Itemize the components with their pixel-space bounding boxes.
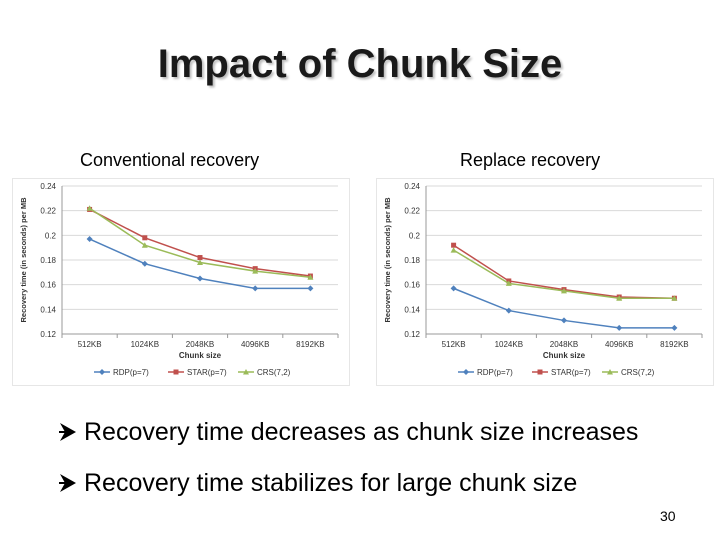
- legend-entry: STAR(p=7): [168, 368, 227, 377]
- y-tick-label: 0.12: [40, 330, 56, 339]
- data-point: [141, 242, 148, 248]
- data-point: [616, 295, 623, 301]
- y-tick-label: 0.24: [40, 182, 56, 191]
- data-point: [197, 259, 203, 265]
- bullet-item: Recovery time decreases as chunk size in…: [58, 418, 638, 447]
- y-axis-label: Recovery time (in seconds) per MB: [383, 197, 392, 323]
- legend-label: STAR(p=7): [551, 368, 591, 377]
- caption-conventional: Conventional recovery: [80, 150, 260, 170]
- series-rdp: [450, 285, 678, 331]
- x-tick-label: 2048KB: [186, 340, 214, 349]
- chart-svg-replace: 0.24 0.22 0.2 0.18 0.16 0.14 0.12 512KB 1024KB 20…: [376, 178, 714, 386]
- data-point: [607, 369, 613, 375]
- data-point: [173, 369, 179, 375]
- x-tick-label: 1024KB: [131, 340, 159, 349]
- y-tick-label: 0.14: [404, 305, 420, 314]
- y-tick-label: 0.18: [404, 256, 420, 265]
- y-tick-label: 0.22: [40, 207, 56, 216]
- legend-entry: CRS(7,2): [238, 368, 291, 377]
- data-point: [197, 255, 203, 261]
- bullet-text: Recovery time decreases as chunk size in…: [84, 418, 639, 446]
- x-tick-label: 1024KB: [495, 340, 523, 349]
- y-tick-label: 0.24: [404, 182, 420, 191]
- bullet-item: Recovery time stabilizes for large chunk…: [58, 469, 638, 498]
- chart-conventional-recovery: 0.24 0.22 0.2 0.18 0.16 0.14 0.12 512KB 1024KB 20…: [12, 178, 350, 386]
- data-point: [86, 236, 93, 243]
- data-point: [561, 317, 567, 324]
- data-point: [141, 260, 148, 267]
- data-point: [99, 369, 105, 375]
- slide-title: Impact of Chunk Size: [157, 42, 563, 86]
- data-point: [450, 247, 457, 253]
- data-point: [450, 285, 457, 292]
- data-point: [616, 324, 623, 331]
- caption-replace: Replace recovery: [460, 150, 601, 170]
- chart-replace-recovery: 0.24 0.22 0.2 0.18 0.16 0.14 0.12 512KB 1024KB 20…: [376, 178, 714, 386]
- legend-entry: RDP(p=7): [94, 368, 149, 377]
- x-tick-label: 4096KB: [241, 340, 269, 349]
- data-point: [463, 369, 469, 375]
- data-point: [505, 307, 512, 314]
- series-crs: [86, 205, 314, 280]
- data-point: [86, 205, 93, 211]
- bullet-list: Recovery time decreases as chunk size in…: [58, 418, 638, 520]
- legend-label: STAR(p=7): [187, 368, 227, 377]
- y-tick-label: 0.2: [45, 231, 57, 240]
- legend-label: RDP(p=7): [477, 368, 513, 377]
- data-point: [537, 369, 543, 375]
- data-point: [243, 369, 249, 375]
- data-point: [671, 295, 678, 301]
- chart-frame: [376, 178, 714, 386]
- chart-frame: [12, 178, 350, 386]
- legend-label: RDP(p=7): [113, 368, 149, 377]
- data-point: [252, 285, 259, 292]
- x-axis-label: Chunk size: [179, 351, 222, 360]
- data-point: [142, 235, 148, 241]
- x-tick-label: 512KB: [78, 340, 102, 349]
- data-point: [451, 242, 457, 248]
- y-axis-label: Recovery time (in seconds) per MB: [19, 197, 28, 323]
- y-tick-label: 0.14: [40, 305, 56, 314]
- x-tick-label: 8192KB: [660, 340, 688, 349]
- data-point: [307, 274, 314, 280]
- page-number: 30: [660, 508, 676, 524]
- x-tick-label: 2048KB: [550, 340, 578, 349]
- x-tick-label: 8192KB: [296, 340, 324, 349]
- data-point: [561, 287, 567, 294]
- y-tick-label: 0.16: [40, 281, 56, 290]
- data-point: [307, 285, 314, 292]
- series-crs: [450, 247, 678, 301]
- legend-entry: CRS(7,2): [602, 368, 655, 377]
- y-tick-label: 0.22: [404, 207, 420, 216]
- legend-entry: RDP(p=7): [458, 368, 513, 377]
- arrow-bullet-icon: [59, 474, 76, 492]
- series-rdp: [86, 236, 314, 292]
- bullet-text: Recovery time stabilizes for large chunk…: [84, 469, 578, 497]
- x-tick-label: 4096KB: [605, 340, 633, 349]
- arrow-bullet-icon: [59, 423, 76, 441]
- data-point: [671, 324, 678, 331]
- legend-entry: STAR(p=7): [532, 368, 591, 377]
- y-tick-label: 0.18: [40, 256, 56, 265]
- legend-label: CRS(7,2): [621, 368, 655, 377]
- y-tick-label: 0.12: [404, 330, 420, 339]
- legend-label: CRS(7,2): [257, 368, 291, 377]
- data-point: [505, 280, 512, 286]
- data-point: [197, 275, 203, 282]
- y-tick-label: 0.16: [404, 281, 420, 290]
- x-tick-label: 512KB: [442, 340, 466, 349]
- x-axis-label: Chunk size: [543, 351, 586, 360]
- data-point: [252, 268, 259, 274]
- chart-svg-conventional: 0.24 0.22 0.2 0.18 0.16 0.14 0.12 512KB 1024KB 20…: [12, 178, 350, 386]
- y-tick-label: 0.2: [409, 231, 421, 240]
